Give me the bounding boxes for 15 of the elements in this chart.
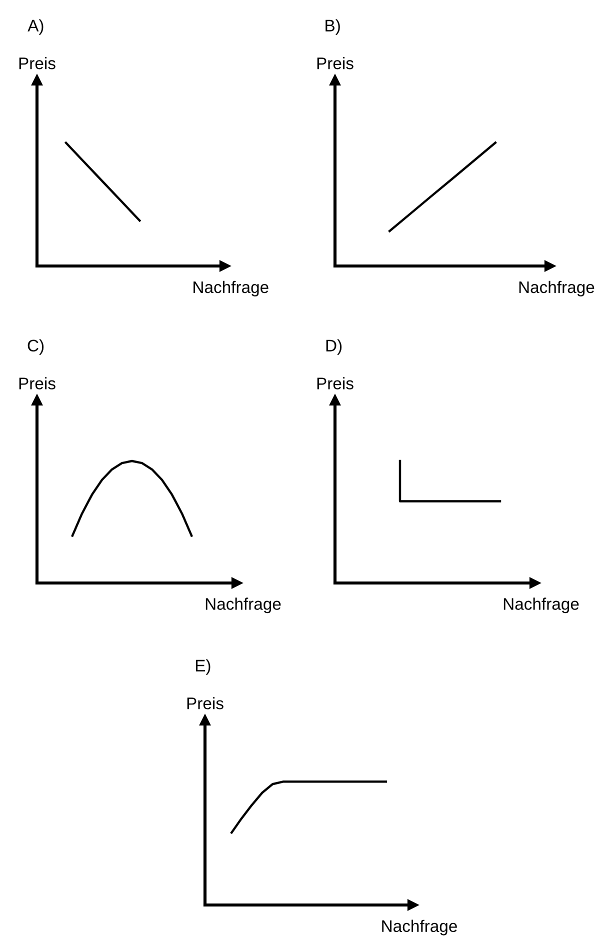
chart-title: E) (196, 659, 210, 675)
x-axis-title: Nachfrage (206, 598, 281, 614)
y-axis-title: Preis (19, 57, 56, 70)
x-axis-title: Nachfrage (504, 598, 579, 614)
chart-title: B) (326, 19, 340, 35)
x-axis-title: Nachfrage (194, 280, 268, 296)
x-axis-title: Nachfrage (519, 280, 594, 296)
chart-title: D) (326, 339, 342, 355)
y-axis-title: Preis (19, 377, 56, 390)
chart-title: A) (28, 19, 44, 35)
y-axis-title: Preis (317, 57, 354, 70)
y-axis-title: Preis (187, 697, 224, 710)
y-axis-title: Preis (317, 377, 354, 390)
chart-title: C) (28, 339, 44, 355)
x-axis-title: Nachfrage (382, 920, 457, 936)
